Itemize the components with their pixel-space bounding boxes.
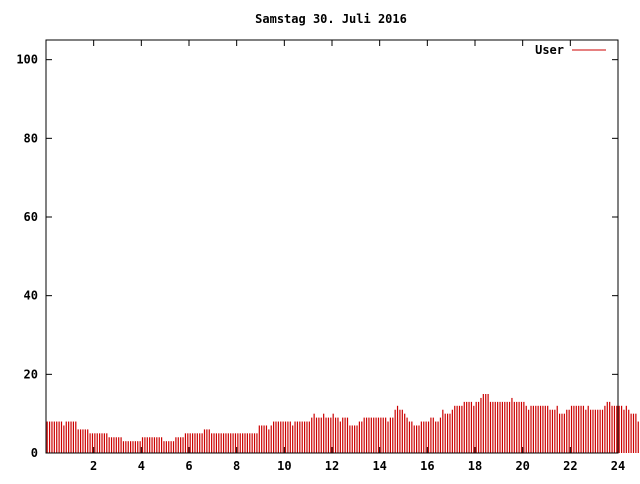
x-tick-label: 20: [515, 459, 529, 473]
y-tick-label: 80: [24, 131, 38, 145]
x-tick-label: 8: [233, 459, 240, 473]
y-tick-label: 20: [24, 367, 38, 381]
bars-layer: [46, 394, 639, 453]
x-tick-label: 14: [372, 459, 386, 473]
y-tick-label: 40: [24, 289, 38, 303]
x-tick-label: 2: [90, 459, 97, 473]
legend-label-user: User: [535, 43, 564, 57]
x-tick-label: 10: [277, 459, 291, 473]
legend: User: [535, 43, 606, 57]
x-tick-label: 4: [138, 459, 145, 473]
x-tick-label: 16: [420, 459, 434, 473]
x-tick-label: 18: [468, 459, 482, 473]
x-tick-label: 12: [325, 459, 339, 473]
plot-frame: [45, 39, 619, 454]
x-tick-label: 22: [563, 459, 577, 473]
y-tick-label: 100: [16, 53, 38, 67]
x-tick-label: 6: [185, 459, 192, 473]
y-tick-label: 60: [24, 210, 38, 224]
x-tick-label: 24: [611, 459, 625, 473]
chart-title: Samstag 30. Juli 2016: [255, 12, 407, 26]
y-tick-label: 0: [31, 446, 38, 460]
